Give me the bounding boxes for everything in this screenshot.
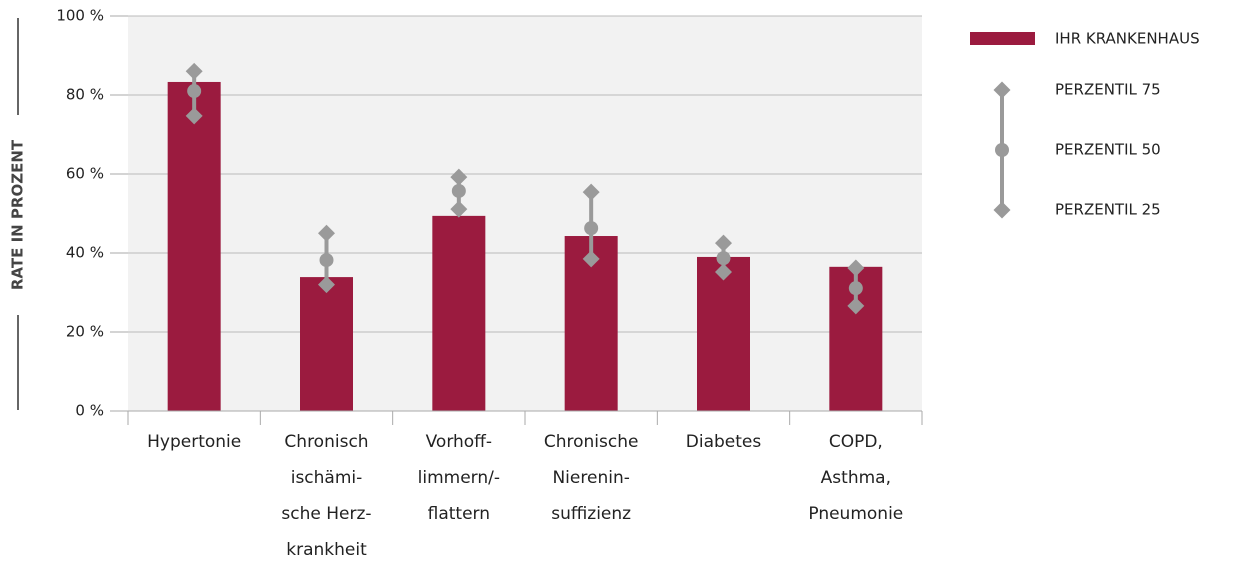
percentile-marker	[715, 263, 732, 281]
x-tick-label-line: flattern	[428, 504, 490, 524]
y-axis-label: RATE IN PROZENT	[9, 139, 27, 290]
percentile-marker	[185, 62, 203, 80]
y-tick-label: 0 %	[75, 402, 104, 420]
percentile-marker	[185, 107, 203, 125]
x-tick-label: Vorhoff-limmern/- flattern	[418, 432, 500, 524]
legend-label: PERZENTIL 75	[1055, 81, 1161, 99]
plot-area	[128, 16, 922, 411]
y-tick-label: 80 %	[66, 86, 104, 104]
legend-marker	[993, 81, 1011, 99]
x-tick-label-line: COPD,	[829, 432, 883, 452]
percentile-marker	[318, 224, 335, 242]
x-tick-label-line: krankheit	[286, 540, 367, 560]
percentile-marker	[715, 234, 732, 252]
percentile-marker	[187, 84, 202, 99]
bar	[432, 215, 486, 411]
legend-label: PERZENTIL 50	[1055, 141, 1161, 159]
legend-marker	[993, 201, 1011, 219]
x-tick-label-line: sche Herz-	[281, 504, 371, 524]
percentile-marker	[847, 259, 865, 277]
x-tick-label: COPD, Asthma, Pneumonie	[808, 432, 903, 524]
legend-label: PERZENTIL 25	[1055, 201, 1161, 219]
x-tick-label: Chronisch ischämi-sche Herz-krankheit	[281, 432, 371, 560]
x-tick-label-line: Pneumonie	[808, 504, 903, 524]
x-tick-label-line: Asthma,	[821, 468, 891, 488]
percentile-marker	[847, 297, 865, 315]
x-tick-label-line: limmern/-	[418, 468, 500, 488]
x-tick-label-line: Vorhoff-	[426, 432, 492, 452]
legend-marker	[995, 143, 1009, 157]
x-tick-label-line: Chronisch	[284, 432, 368, 452]
bar	[167, 81, 221, 411]
percentile-marker	[716, 251, 731, 266]
percentile-marker	[318, 276, 335, 294]
percentile-marker	[582, 183, 600, 201]
legend-swatch	[970, 32, 1035, 45]
x-tick-label-line: ischämi-	[291, 468, 363, 488]
percentile-marker	[450, 200, 468, 218]
x-tick-label: Chronische Nierenin-suffizienz	[544, 432, 639, 524]
x-tick-label-line: Hypertonie	[147, 432, 241, 452]
x-tick-label: Hypertonie	[147, 432, 241, 452]
x-tick-label-line: Chronische	[544, 432, 639, 452]
x-tick-label-line: suffizienz	[551, 504, 631, 524]
y-tick-label: 40 %	[66, 244, 104, 262]
percentile-marker	[319, 253, 334, 268]
legend-label: IHR KRANKENHAUS	[1055, 30, 1200, 48]
y-tick-label: 100 %	[56, 7, 104, 25]
percentile-marker	[584, 221, 599, 236]
x-tick-label: Diabetes	[686, 432, 762, 452]
percentile-marker	[450, 168, 468, 186]
x-tick-label-line: Diabetes	[686, 432, 762, 452]
percentile-marker	[451, 183, 466, 198]
x-tick-label-line: Nierenin-	[552, 468, 629, 488]
y-tick-label: 60 %	[66, 165, 104, 183]
y-tick-label: 20 %	[66, 323, 104, 341]
bar	[697, 256, 750, 411]
percentile-marker	[848, 281, 863, 296]
bar	[300, 277, 353, 411]
